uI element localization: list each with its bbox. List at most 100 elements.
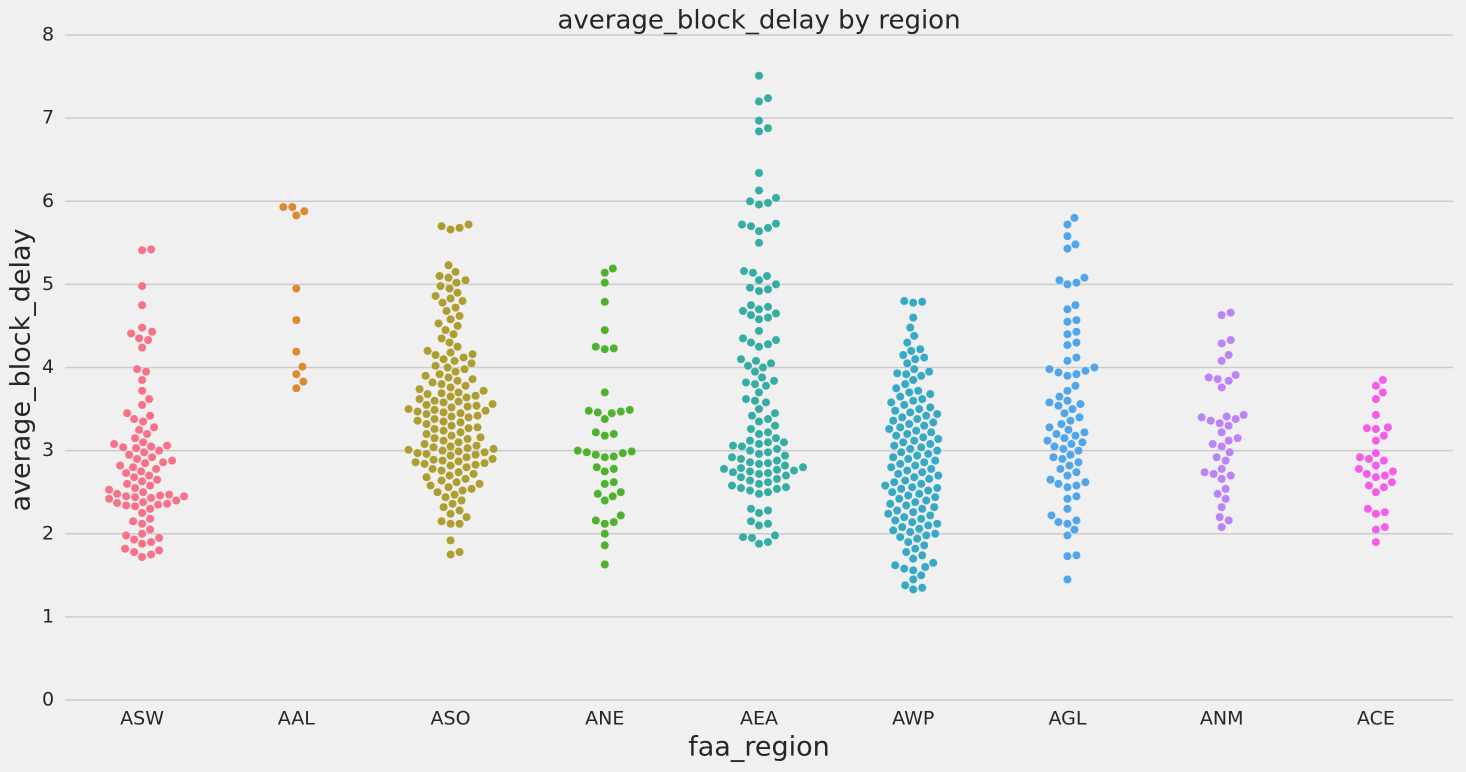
swarm-point (446, 519, 455, 529)
swarm-point (763, 123, 773, 133)
swarm-point (886, 398, 896, 407)
swarm-point (1222, 412, 1232, 421)
swarm-point (154, 533, 164, 543)
swarm-point (909, 472, 919, 482)
swarm-point (1071, 240, 1080, 249)
swarm-point (1063, 396, 1072, 406)
swarm-point (745, 446, 755, 456)
swarm-point (147, 452, 157, 462)
swarm-point (439, 426, 448, 436)
swarm-point (1049, 452, 1058, 462)
swarm-point (1380, 507, 1390, 517)
swarm-point (1059, 444, 1068, 454)
swarm-point (754, 439, 764, 449)
swarm-point (1217, 383, 1227, 392)
swarm-point (608, 491, 618, 501)
swarm-point (446, 383, 455, 392)
swarm-point (763, 487, 773, 497)
swarm-point (747, 411, 757, 421)
swarm-point (745, 457, 755, 467)
swarm-point (291, 369, 301, 379)
swarm-point (914, 489, 924, 499)
swarm-point (147, 327, 157, 337)
swarm-point (750, 379, 760, 389)
swarm-point (121, 491, 131, 501)
swarm-point (146, 537, 156, 547)
swarm-point (455, 506, 464, 515)
swarm-point (413, 448, 422, 458)
swarm-point (454, 397, 463, 406)
swarm-point (895, 392, 905, 401)
swarm-point (445, 284, 454, 293)
swarm-point (1063, 279, 1072, 289)
swarm-point (130, 483, 140, 493)
swarm-point (1231, 414, 1241, 424)
swarm-point (1063, 531, 1072, 540)
swarm-point (781, 482, 791, 492)
swarm-point (625, 405, 635, 415)
swarm-point (130, 433, 140, 443)
swarm-point (452, 278, 461, 288)
swarm-point (1046, 475, 1055, 485)
swarm-point (458, 486, 467, 495)
x-tick-label: AEA (740, 708, 778, 730)
swarm-point (145, 481, 155, 490)
swarm-point (1233, 433, 1243, 443)
swarm-point (450, 356, 459, 366)
swarm-point (1067, 439, 1076, 449)
swarm-point (155, 491, 165, 500)
swarm-point (1054, 479, 1063, 489)
swarm-point (131, 443, 141, 453)
swarm-point (771, 279, 781, 289)
swarm-point (609, 452, 619, 461)
swarm-point (1378, 388, 1388, 397)
swarm-point (763, 339, 773, 349)
swarm-point (930, 529, 940, 539)
swarm-point (738, 334, 748, 343)
swarm-point (737, 442, 747, 451)
swarm-point (145, 525, 155, 534)
swarm-point (1217, 338, 1227, 348)
swarm-point (153, 500, 163, 510)
swarm-point (736, 454, 746, 464)
swarm-point (891, 431, 901, 441)
swarm-point (763, 537, 773, 547)
swarm-point (149, 422, 159, 432)
swarm-point (780, 451, 790, 461)
swarm-point (1066, 416, 1075, 426)
swarm-point (899, 400, 909, 410)
swarm-point (464, 220, 473, 229)
swarm-point (433, 487, 442, 497)
swarm-point (592, 462, 602, 472)
swarm-point (430, 414, 439, 424)
swarm-point (404, 445, 413, 455)
swarm-point (754, 342, 764, 352)
swarm-point (1371, 448, 1381, 458)
swarm-point (736, 463, 746, 473)
swarm-point (137, 529, 147, 539)
swarm-point (422, 429, 431, 439)
swarm-point (471, 391, 480, 401)
swarm-point (880, 481, 890, 490)
swarm-point (132, 454, 142, 464)
swarm-point (480, 458, 489, 468)
swarm-point (437, 516, 446, 526)
swarm-point (888, 526, 898, 535)
swarm-point (140, 458, 150, 468)
swarm-point (1060, 433, 1069, 443)
swarm-point (291, 315, 301, 325)
swarm-point (1379, 482, 1389, 492)
swarm-point (754, 238, 764, 248)
swarm-point (1063, 317, 1072, 327)
swarm-point (431, 350, 440, 360)
swarm-point (1217, 474, 1227, 484)
swarm-point (413, 407, 422, 416)
swarm-point (1221, 484, 1231, 494)
swarm-point (772, 474, 782, 484)
swarm-point (299, 206, 309, 216)
swarm-point (455, 519, 464, 529)
swarm-point (584, 406, 594, 416)
swarm-point (1213, 374, 1223, 384)
swarm-point (916, 570, 926, 580)
swarm-point (1045, 398, 1054, 407)
